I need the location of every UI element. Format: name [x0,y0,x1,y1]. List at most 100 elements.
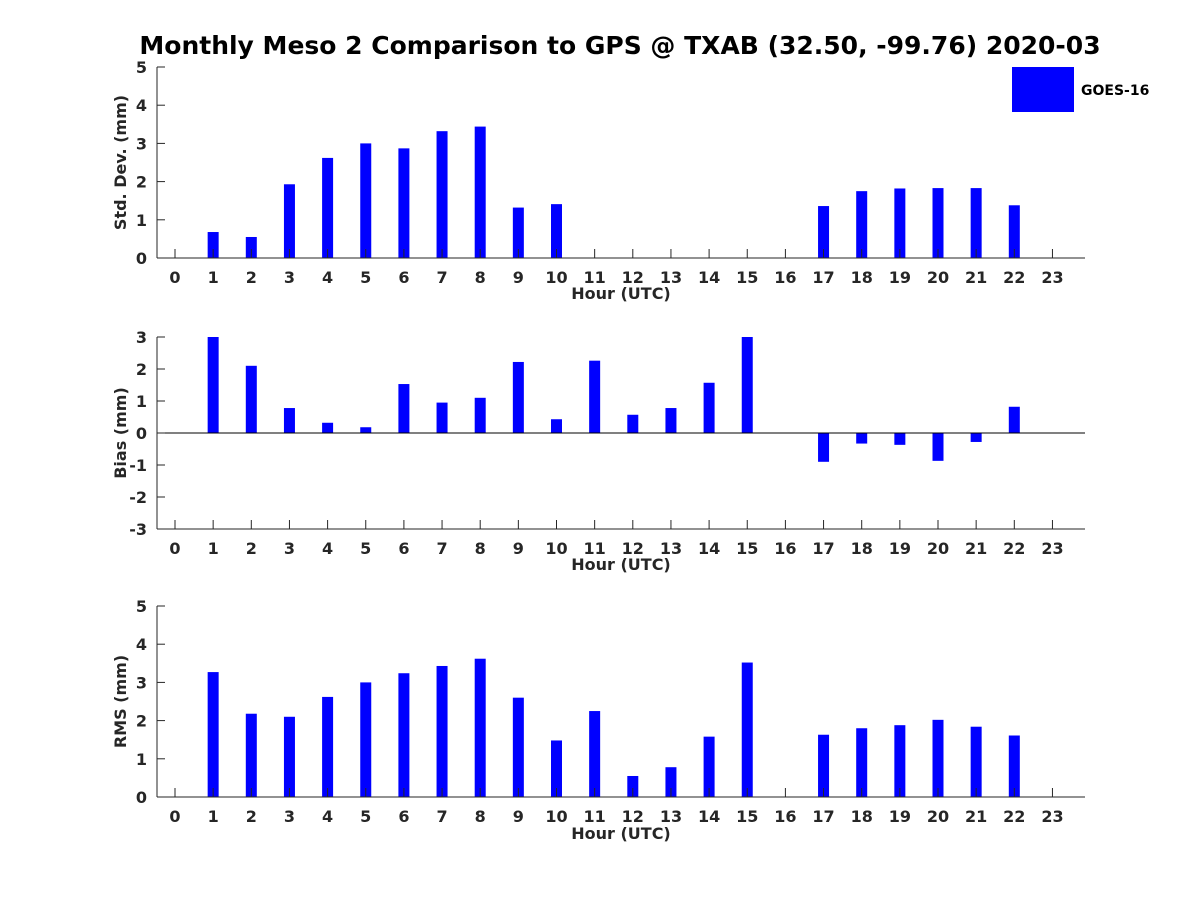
x-tick-label: 8 [475,539,486,558]
bar [245,713,257,797]
x-tick-label: 14 [698,268,720,287]
bar [436,131,448,258]
bar [589,360,601,433]
bar [627,414,639,433]
bar [627,775,639,797]
x-tick-label: 8 [475,268,486,287]
x-tick-label: 1 [208,539,219,558]
x-tick-label: 19 [889,539,911,558]
x-tick-label: 17 [812,268,834,287]
x-tick-label: 0 [169,268,180,287]
bar [474,658,486,797]
x-tick-label: 16 [774,539,796,558]
bar [322,696,334,797]
bar [245,365,257,433]
y-tick-label: -1 [129,456,147,475]
x-tick-label: 1 [208,268,219,287]
y-tick-label: 1 [136,750,147,769]
legend: GOES-16 [1012,67,1149,112]
x-tick-label: 16 [774,268,796,287]
x-tick-label: 15 [736,268,758,287]
bar [932,188,944,258]
bar [1008,735,1020,797]
x-tick-label: 11 [584,539,606,558]
x-tick-label: 13 [660,807,682,826]
x-tick-label: 11 [584,268,606,287]
x-tick-label: 8 [475,807,486,826]
bar [436,665,448,797]
x-tick-label: 12 [622,807,644,826]
y-tick-label: 5 [136,597,147,616]
x-tick-label: 10 [545,539,567,558]
x-tick-label: 6 [398,539,409,558]
x-tick-label: 12 [622,539,644,558]
bar [932,719,944,797]
x-tick-label: 20 [927,268,949,287]
bar [970,188,982,258]
legend-label: GOES-16 [1081,83,1149,99]
bar [474,126,486,258]
y-tick-label: 3 [136,134,147,153]
x-tick-label: 21 [965,539,987,558]
x-tick-label: 23 [1041,268,1063,287]
bar [551,204,562,258]
bar [512,207,524,258]
y-tick-label: 0 [136,424,147,443]
y-tick-label: 0 [136,249,147,268]
bar [360,143,372,258]
x-axis-label: Hour (UTC) [571,284,671,303]
bar [283,716,295,797]
x-tick-label: 18 [851,807,873,826]
x-tick-label: 7 [436,807,447,826]
bar [970,726,982,797]
bar [283,184,295,258]
x-tick-label: 13 [660,268,682,287]
x-tick-label: 7 [436,539,447,558]
x-tick-label: 16 [774,807,796,826]
y-tick-label: 4 [136,635,147,654]
x-tick-label: 14 [698,807,720,826]
bar [589,711,601,797]
x-tick-label: 0 [169,807,180,826]
bar [856,433,868,444]
bar [818,433,830,462]
y-tick-label: 0 [136,788,147,807]
bar [360,682,372,797]
bar [436,402,448,433]
x-tick-label: 1 [208,807,219,826]
bar [207,337,219,433]
x-tick-label: 6 [398,268,409,287]
chart-title: Monthly Meso 2 Comparison to GPS @ TXAB … [139,31,1100,60]
x-tick-label: 14 [698,539,720,558]
bar [970,433,982,442]
bar [703,736,715,797]
x-tick-label: 2 [246,268,257,287]
x-tick-label: 9 [513,807,524,826]
bar [207,232,219,258]
x-tick-label: 5 [360,268,371,287]
bar [932,433,944,461]
x-tick-label: 21 [965,807,987,826]
bar [398,673,410,797]
bar [322,422,334,433]
x-tick-label: 13 [660,539,682,558]
bar [1008,205,1020,258]
x-tick-label: 23 [1041,807,1063,826]
x-tick-label: 0 [169,539,180,558]
x-tick-label: 7 [436,268,447,287]
y-tick-label: -3 [129,520,147,539]
bar [207,672,219,797]
bar [398,148,410,258]
bar [703,382,715,433]
y-axis-label: RMS (mm) [111,655,130,748]
y-tick-label: 4 [136,96,147,115]
x-tick-label: 5 [360,539,371,558]
bar [856,728,868,797]
bar [665,408,677,433]
bar [818,734,830,797]
x-tick-label: 5 [360,807,371,826]
bar [741,337,753,433]
bar [512,697,524,797]
